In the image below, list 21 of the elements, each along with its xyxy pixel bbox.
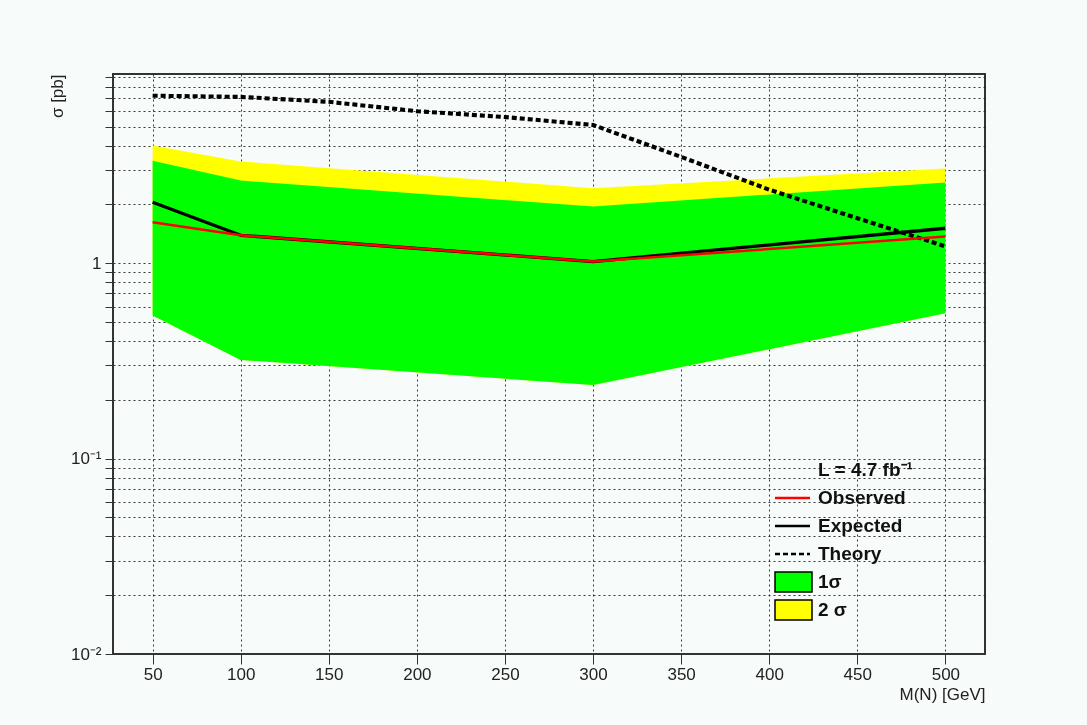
x-axis-title: M(N) [GeV] xyxy=(899,684,986,704)
x-tick-label: 150 xyxy=(315,664,344,684)
x-tick-label: 500 xyxy=(931,664,961,684)
x-tick-label: 300 xyxy=(579,664,608,684)
legend-label: Expected xyxy=(818,515,903,536)
legend-title: L = 4.7 fb⁻¹ xyxy=(818,459,913,480)
x-tick-label: 400 xyxy=(755,664,784,684)
y-tick-label: 1 xyxy=(92,253,102,273)
y-tick-label: 10⁻² xyxy=(70,644,102,664)
legend-label: 1σ xyxy=(818,571,842,592)
legend-label: Theory xyxy=(818,543,882,564)
x-tick-label: 100 xyxy=(227,664,256,684)
y-axis-title: σ [pb] xyxy=(47,74,67,119)
legend-label: 2 σ xyxy=(818,599,847,620)
x-tick-label: 450 xyxy=(843,664,872,684)
x-tick-label: 350 xyxy=(667,664,696,684)
legend-label: Observed xyxy=(818,487,906,508)
x-tick-label: 50 xyxy=(143,664,163,684)
x-tick-label: 250 xyxy=(491,664,520,684)
y-tick-label: 10⁻¹ xyxy=(70,449,102,469)
x-tick-label: 200 xyxy=(403,664,432,684)
